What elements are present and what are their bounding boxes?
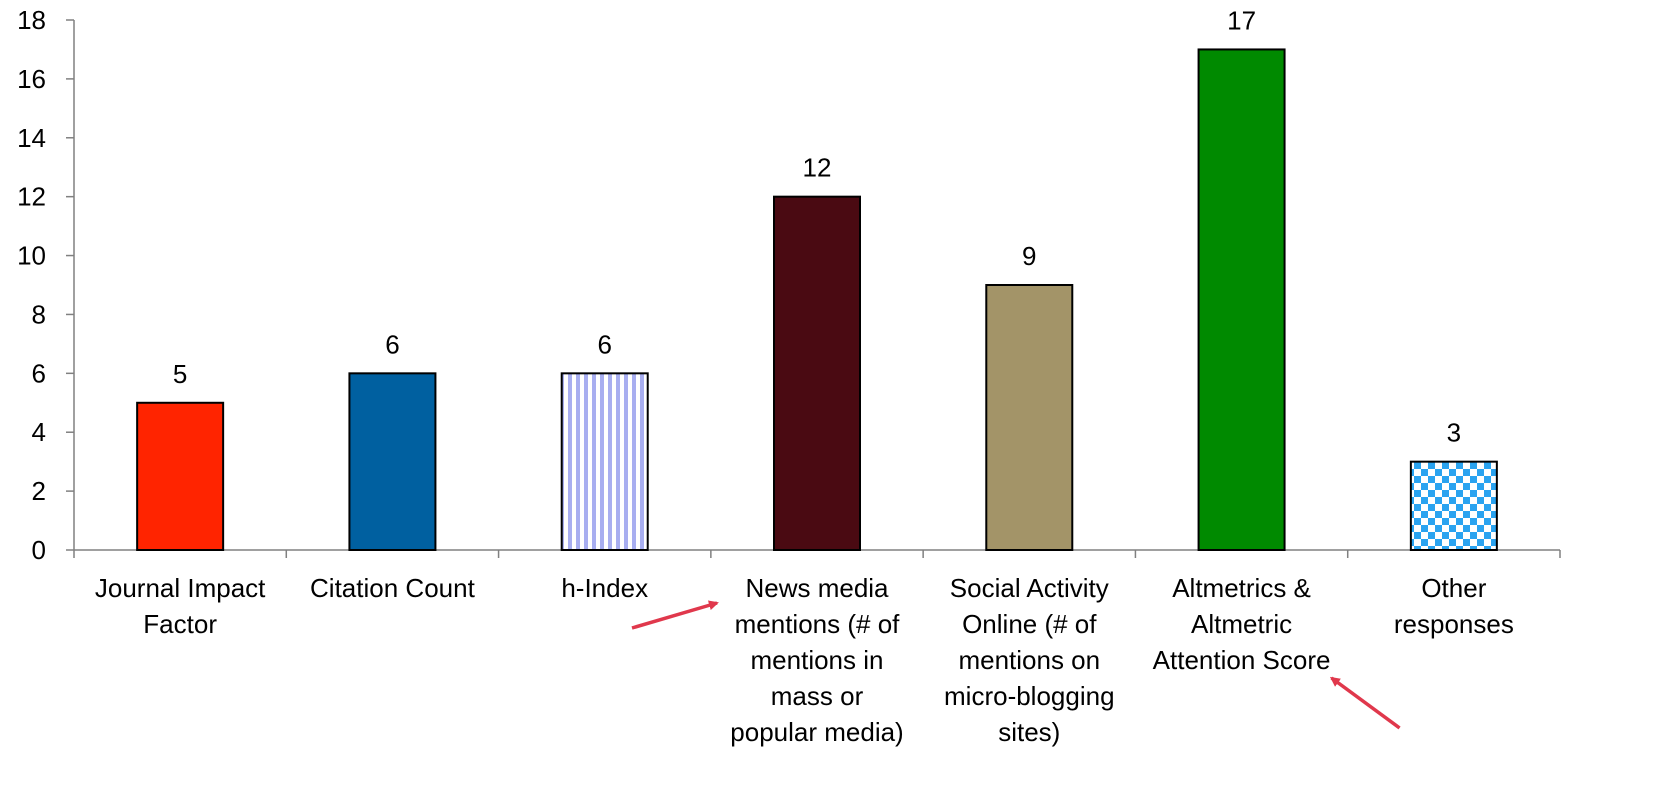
y-tick-label: 10 xyxy=(17,241,46,271)
bar xyxy=(560,372,649,552)
x-tick-label: Journal Impact Factor xyxy=(95,573,266,639)
data-label: 5 xyxy=(173,359,187,389)
data-label: 3 xyxy=(1447,418,1461,448)
y-tick-label: 2 xyxy=(32,476,46,506)
data-label: 17 xyxy=(1227,5,1256,35)
data-label: 12 xyxy=(803,153,832,183)
data-labels: 5 6 6 12 9 17 3 xyxy=(173,5,1461,447)
x-tick-label: h-Index xyxy=(561,573,648,603)
annotations xyxy=(631,600,1401,730)
y-tick-label: 8 xyxy=(32,299,46,329)
bars xyxy=(136,48,1498,552)
y-tick-label: 18 xyxy=(17,5,46,35)
bar xyxy=(773,195,861,552)
data-label: 6 xyxy=(385,329,399,359)
bar xyxy=(1197,48,1286,551)
annotation-arrow xyxy=(631,600,719,630)
y-tick-label: 0 xyxy=(32,535,46,565)
x-axis-labels: Journal Impact Factor Citation Count h-Inde… xyxy=(95,573,1514,747)
x-tick-label: Other responses xyxy=(1394,573,1514,639)
y-tick-label: 4 xyxy=(32,417,46,447)
data-label: 9 xyxy=(1022,241,1036,271)
axes: 0 2 4 6 8 10 12 14 16 18 xyxy=(17,5,1561,565)
x-tick-label: News media mentions (# of mentions in mass … xyxy=(730,573,903,747)
bar xyxy=(1409,460,1498,551)
x-tick-label: Citation Count xyxy=(310,573,476,603)
bar xyxy=(985,284,1074,551)
bar xyxy=(348,372,437,552)
data-label: 6 xyxy=(597,329,611,359)
y-tick-label: 12 xyxy=(17,182,46,212)
y-tick-label: 16 xyxy=(17,64,46,94)
x-tick-label: Altmetrics & Altmetric Attention Score xyxy=(1153,573,1331,675)
y-tick-label: 14 xyxy=(17,123,46,153)
x-tick-label: Social Activity Online (# of mentions on mi… xyxy=(944,573,1115,747)
bar xyxy=(136,401,225,551)
annotation-arrow xyxy=(1329,676,1401,730)
y-tick-label: 6 xyxy=(32,358,46,388)
